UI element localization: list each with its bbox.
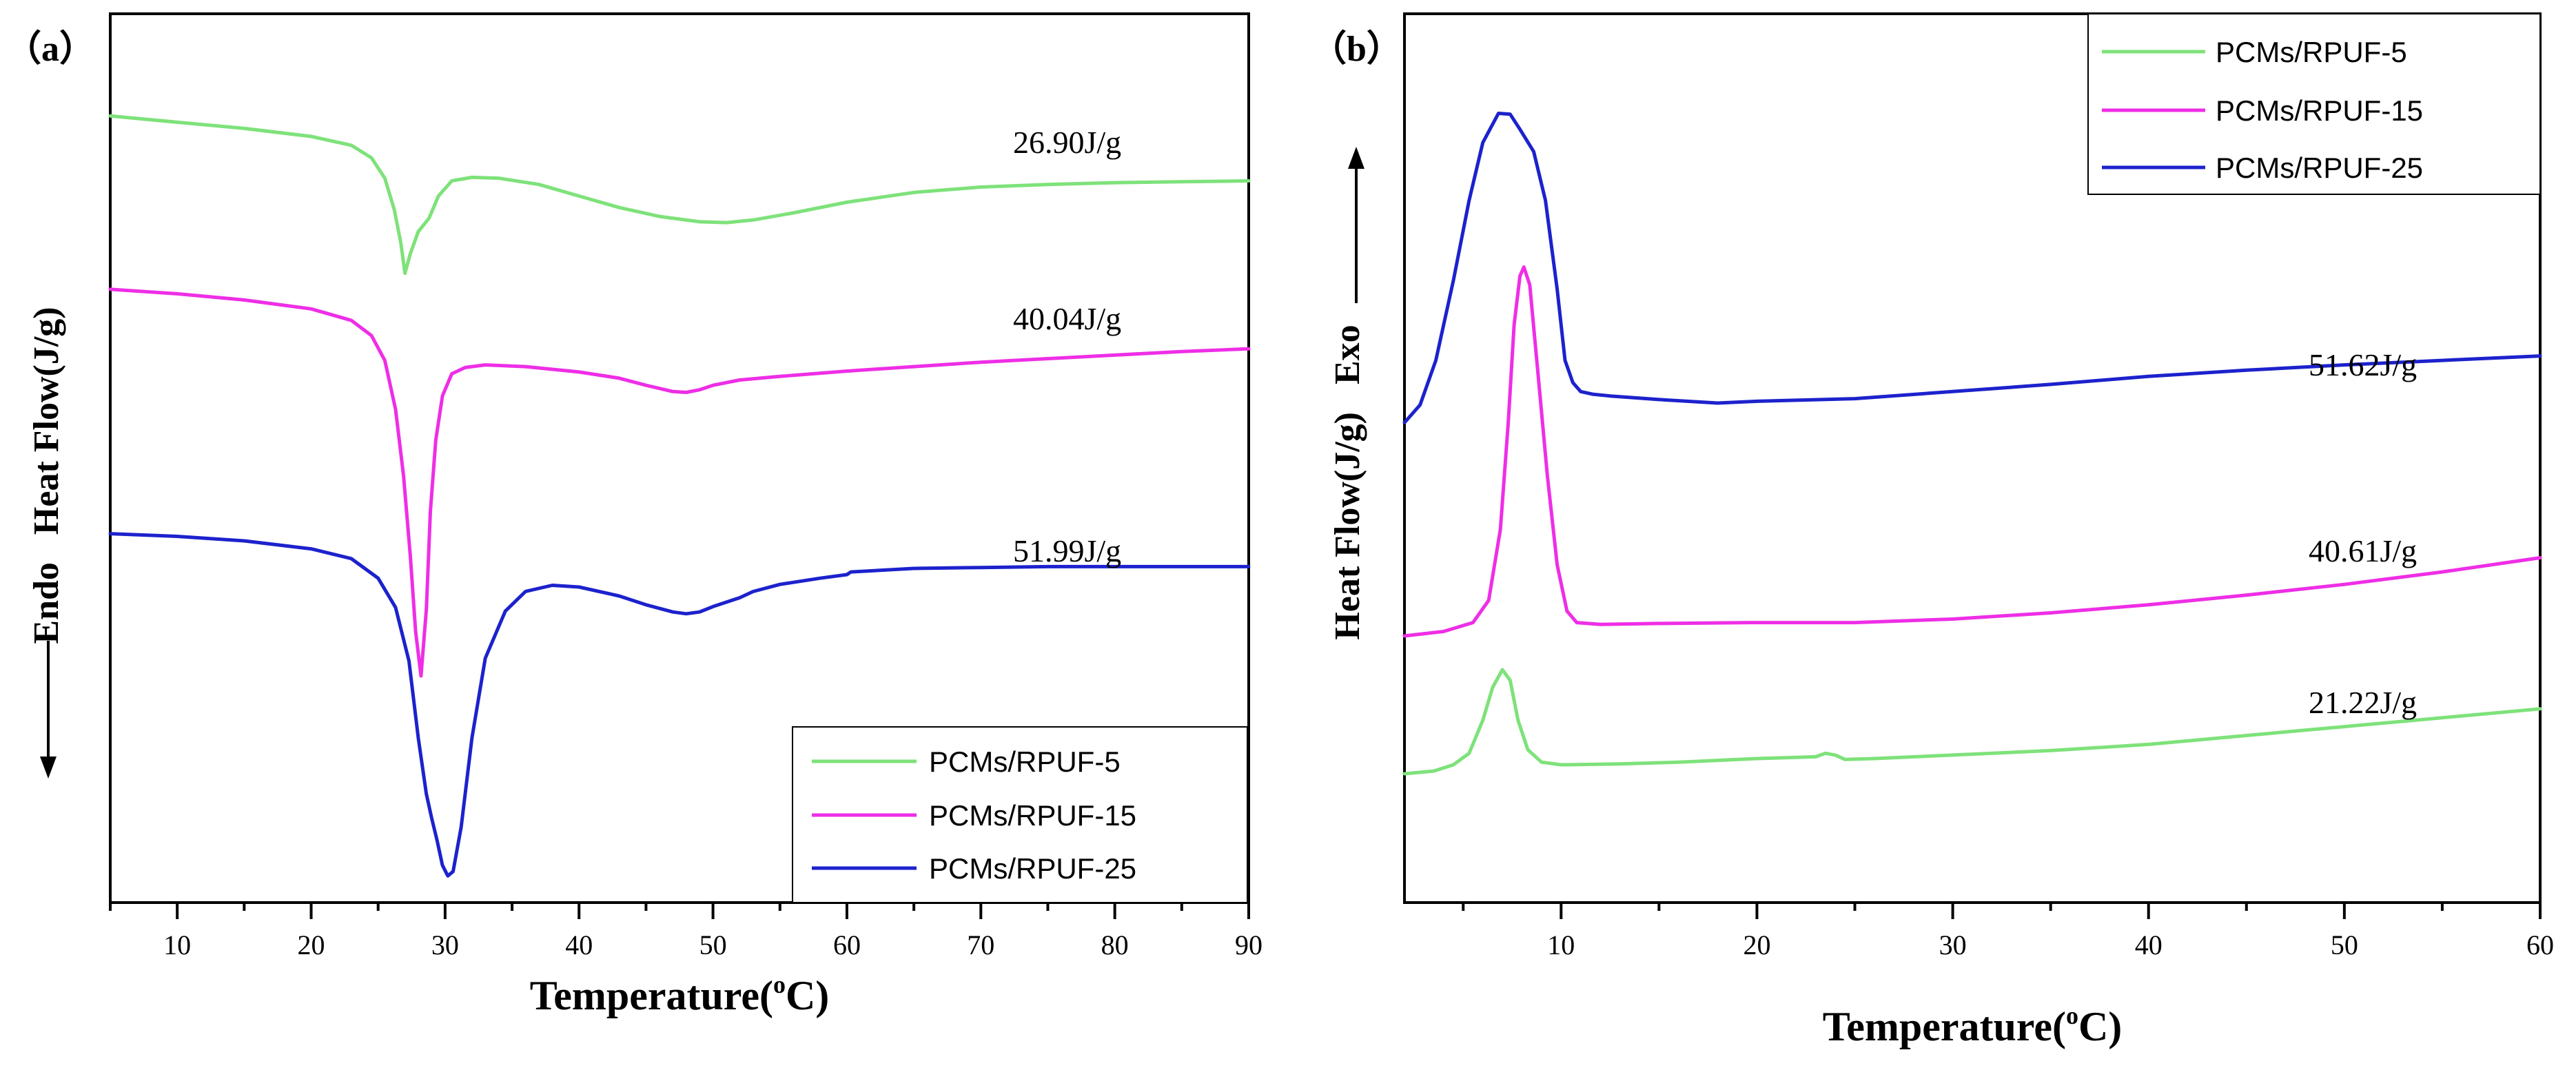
panel-b-x-axis-label: Temperature(oC) bbox=[1823, 1002, 2123, 1049]
panel-a-tick-label: 20 bbox=[298, 929, 325, 960]
panel-a-tick-label: 80 bbox=[1101, 929, 1129, 960]
panel-a-tick-label: 40 bbox=[565, 929, 593, 960]
panel-b-x-axis: 10 20 30 40 50 60 bbox=[1462, 903, 2554, 960]
panel-a-endo-arrow bbox=[40, 641, 57, 779]
panel-a-tick-label: 90 bbox=[1235, 929, 1263, 960]
panel-b-enthalpy-rpuf-5: 21.22J/g bbox=[2309, 685, 2417, 720]
panel-a-tick-label: 30 bbox=[431, 929, 459, 960]
panel-a-series-pcms-rpuf-25 bbox=[108, 532, 1251, 878]
panel-b-tick-label: 40 bbox=[2135, 929, 2163, 960]
panel-a-dsc-heating: （a） 10 20 30 40 50 60 70 80 90 Temperature(oC) E… bbox=[6, 12, 1263, 1018]
panel-b-tick-label: 50 bbox=[2331, 929, 2358, 960]
panel-b-legend-box bbox=[2087, 13, 2541, 195]
panel-a-tick-label: 10 bbox=[163, 929, 191, 960]
panel-a-tick-label: 60 bbox=[833, 929, 861, 960]
panel-b-y-axis-label: Heat Flow(J/g)Exo bbox=[1328, 325, 1367, 639]
panel-a-enthalpy-rpuf-15: 40.04J/g bbox=[1013, 301, 1121, 336]
panel-b-exo-arrow bbox=[1348, 147, 1364, 303]
panel-a-x-axis-label: Temperature(oC) bbox=[530, 971, 830, 1018]
panel-a-y-axis-label: EndoHeat Flow(J/g) bbox=[27, 307, 66, 644]
panel-a-legend-label-rpuf-5: PCMs/RPUF-5 bbox=[929, 745, 1121, 778]
panel-b-plot-frame bbox=[1403, 12, 2542, 904]
panel-b-enthalpy-rpuf-25: 51.62J/g bbox=[2309, 347, 2417, 382]
panel-a-tick-label: 50 bbox=[699, 929, 727, 960]
panel-a-legend: PCMs/RPUF-5 PCMs/RPUF-15 PCMs/RPUF-25 bbox=[792, 726, 1248, 903]
panel-a-enthalpy-rpuf-25: 51.99J/g bbox=[1013, 533, 1121, 568]
panel-b-tick-label: 20 bbox=[1743, 929, 1770, 960]
panel-a-legend-label-rpuf-25: PCMs/RPUF-25 bbox=[929, 852, 1136, 885]
panel-b-legend: PCMs/RPUF-5 PCMs/RPUF-15 PCMs/RPUF-25 bbox=[2087, 13, 2541, 195]
panel-a-label: （a） bbox=[6, 29, 95, 69]
panel-a-tick-label: 70 bbox=[967, 929, 994, 960]
panel-b-tick-label: 30 bbox=[1939, 929, 1967, 960]
panel-a-series-pcms-rpuf-15 bbox=[108, 287, 1251, 678]
panel-b-series-pcms-rpuf-5 bbox=[1402, 668, 2542, 776]
panel-a-series-pcms-rpuf-5 bbox=[108, 114, 1251, 276]
panel-b-series-pcms-rpuf-25 bbox=[1402, 112, 2542, 424]
panel-b-dsc-cooling: （b） 10 20 30 40 50 60 Temperature(oC) Heat Fl… bbox=[1311, 12, 2554, 1049]
panel-b-label: （b） bbox=[1311, 29, 1402, 69]
panel-b-legend-label-rpuf-5: PCMs/RPUF-5 bbox=[2216, 36, 2407, 68]
panel-a-plot-frame bbox=[109, 12, 1250, 904]
panel-b-curves bbox=[1402, 112, 2542, 776]
panel-b-legend-label-rpuf-25: PCMs/RPUF-25 bbox=[2216, 152, 2423, 184]
panel-b-legend-label-rpuf-15: PCMs/RPUF-15 bbox=[2216, 94, 2423, 127]
panel-a-enthalpy-rpuf-5: 26.90J/g bbox=[1013, 125, 1121, 160]
panel-a-curves bbox=[108, 114, 1251, 878]
panel-b-tick-label: 10 bbox=[1547, 929, 1575, 960]
panel-a-x-axis: 10 20 30 40 50 60 70 80 90 bbox=[109, 903, 1263, 960]
panel-b-series-pcms-rpuf-15 bbox=[1402, 265, 2542, 638]
panel-b-tick-label: 60 bbox=[2526, 929, 2554, 960]
panel-a-legend-label-rpuf-15: PCMs/RPUF-15 bbox=[929, 799, 1136, 832]
panel-b-enthalpy-rpuf-15: 40.61J/g bbox=[2309, 533, 2417, 568]
